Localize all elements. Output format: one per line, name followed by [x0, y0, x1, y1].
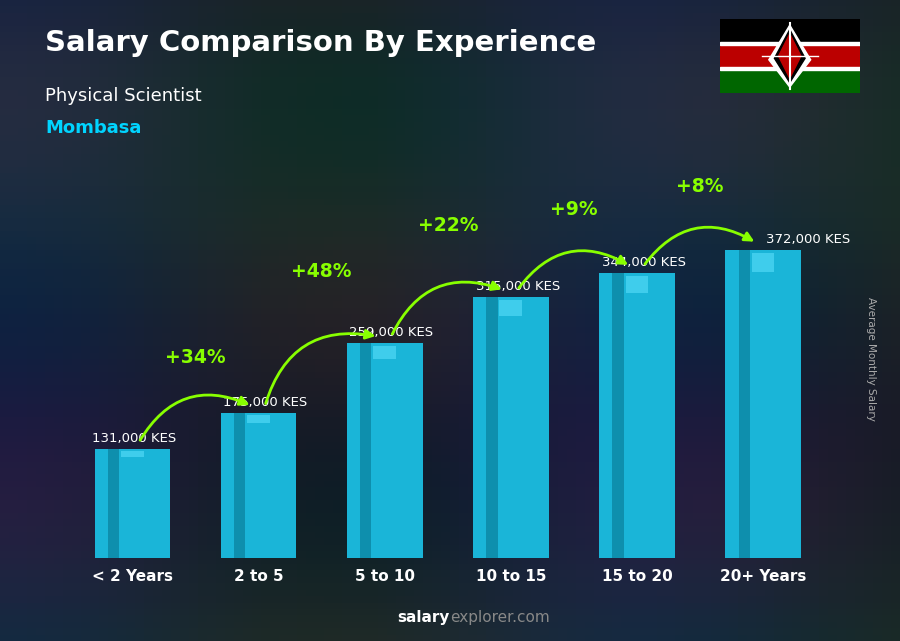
Bar: [220, 413, 296, 558]
Bar: [720, 44, 859, 69]
Bar: [234, 413, 246, 558]
Bar: [739, 249, 750, 558]
Text: +22%: +22%: [418, 216, 478, 235]
Text: 344,000 KES: 344,000 KES: [602, 256, 686, 269]
Text: explorer.com: explorer.com: [450, 610, 550, 625]
Text: +9%: +9%: [550, 200, 598, 219]
Bar: [94, 449, 170, 558]
Bar: [725, 249, 801, 558]
Bar: [500, 300, 522, 315]
Bar: [248, 415, 270, 423]
Bar: [720, 19, 859, 44]
Bar: [599, 273, 675, 558]
Text: 175,000 KES: 175,000 KES: [223, 395, 308, 409]
Bar: [612, 273, 624, 558]
Polygon shape: [769, 25, 811, 87]
Text: 131,000 KES: 131,000 KES: [92, 432, 176, 445]
Text: 259,000 KES: 259,000 KES: [349, 326, 434, 339]
Bar: [720, 67, 859, 70]
Bar: [720, 42, 859, 46]
Text: +34%: +34%: [165, 348, 226, 367]
Bar: [626, 276, 648, 294]
Text: 372,000 KES: 372,000 KES: [766, 233, 850, 246]
Bar: [374, 345, 396, 359]
Polygon shape: [774, 29, 806, 83]
Bar: [486, 297, 498, 558]
Bar: [720, 69, 859, 93]
Text: Physical Scientist: Physical Scientist: [45, 87, 202, 104]
Text: +48%: +48%: [292, 262, 352, 281]
Bar: [108, 449, 119, 558]
Bar: [121, 451, 144, 457]
Text: salary: salary: [398, 610, 450, 625]
Text: 315,000 KES: 315,000 KES: [475, 279, 560, 293]
Bar: [752, 253, 775, 272]
Bar: [473, 297, 549, 558]
Text: Mombasa: Mombasa: [45, 119, 141, 137]
Text: Salary Comparison By Experience: Salary Comparison By Experience: [45, 29, 596, 57]
Bar: [360, 343, 372, 558]
Text: +8%: +8%: [676, 177, 724, 196]
Text: Average Monthly Salary: Average Monthly Salary: [866, 297, 877, 421]
Bar: [346, 343, 422, 558]
Polygon shape: [778, 34, 801, 78]
